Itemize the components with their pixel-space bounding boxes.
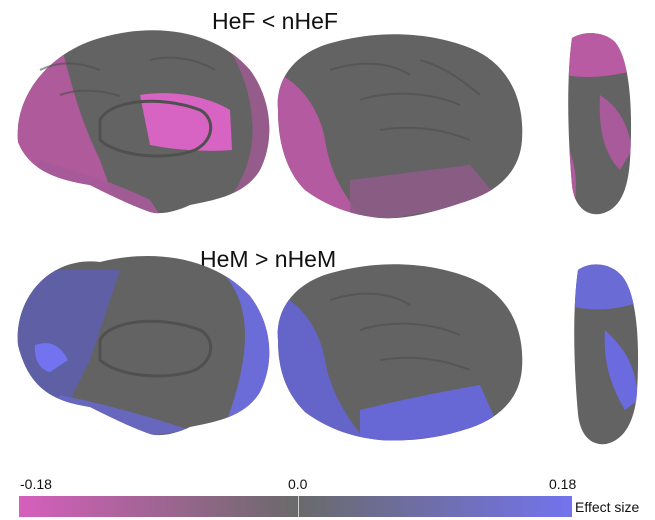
colorbar	[19, 496, 572, 517]
brain-lateral-bottom	[277, 264, 523, 441]
panel-title-top: HeF < nHeF	[212, 8, 338, 34]
colorbar-mid-label: 0.0	[288, 476, 308, 492]
colorbar-max-label: 0.18	[549, 476, 577, 492]
colorbar-mid-tick	[298, 496, 299, 517]
colorbar-min-label: -0.18	[20, 476, 52, 492]
brain-medial-top	[17, 30, 270, 214]
brain-figures	[17, 30, 639, 445]
brain-medial-bottom	[17, 255, 270, 436]
brain-dorsal-top	[568, 33, 632, 215]
colorbar-unit-label: Effect size	[575, 499, 640, 515]
brain-dorsal-bottom	[574, 264, 639, 445]
brain-lateral-top	[277, 34, 523, 219]
panel-title-bottom: HeM > nHeM	[200, 246, 337, 272]
